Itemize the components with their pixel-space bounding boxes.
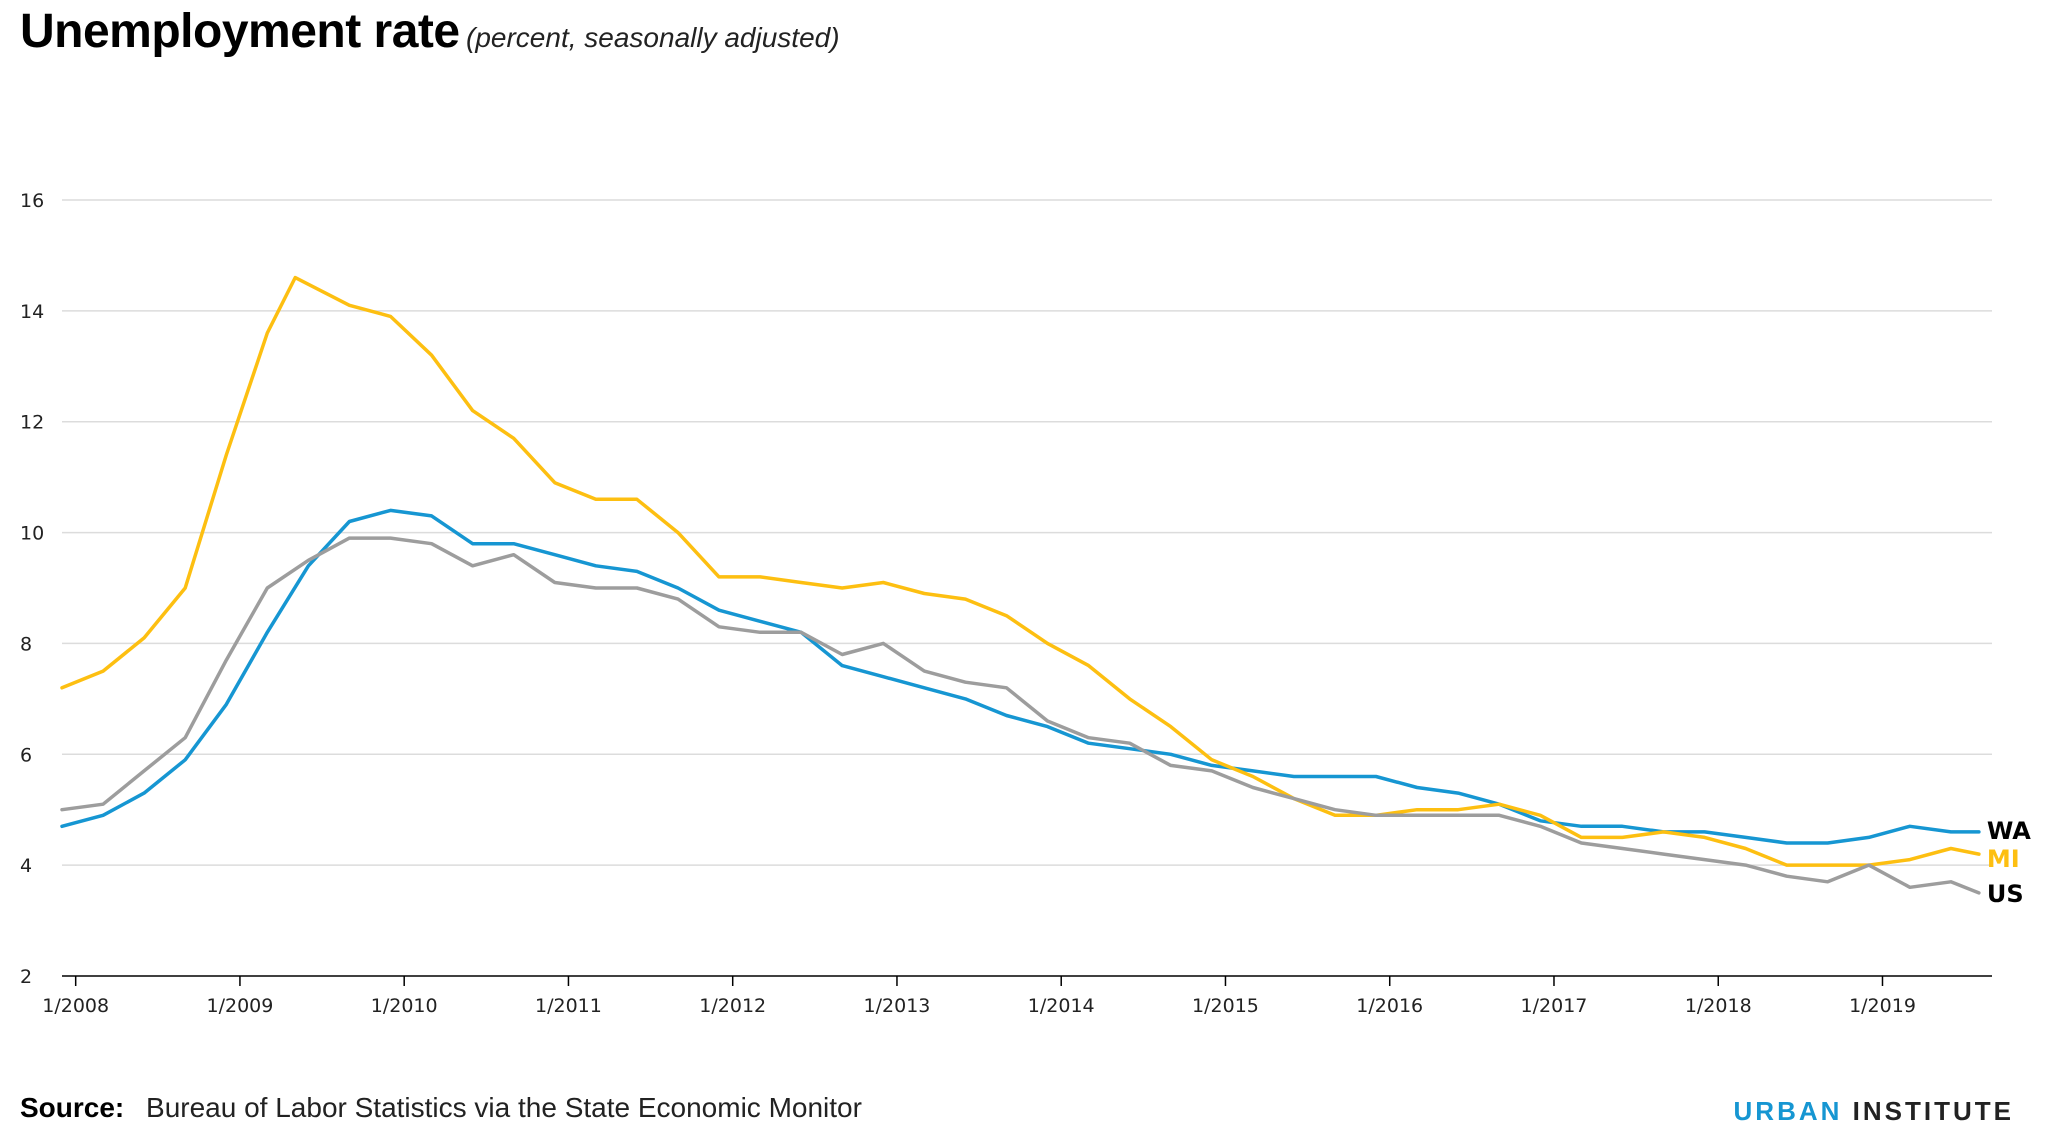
gridlines	[62, 199, 1992, 866]
x-tick-label: 1/2018	[1685, 995, 1752, 1017]
series-label-mi: MI	[1987, 845, 2020, 873]
line-chart: 2 4 6 8 10 12 14 16 1/2008 1/2009 1/2010 1/2011 1/20…	[20, 190, 2031, 1017]
series-line-wa	[60, 508, 1981, 845]
y-tick-label: 8	[20, 633, 32, 655]
y-tick-label: 14	[20, 301, 44, 323]
chart-title: Unemployment rate	[20, 5, 460, 58]
x-tick-label: 1/2019	[1849, 995, 1916, 1017]
x-tick-label: 1/2017	[1521, 995, 1588, 1017]
y-tick-label: 16	[20, 190, 44, 212]
x-tick-label: 1/2010	[371, 995, 438, 1017]
series-line-mi	[60, 275, 1981, 867]
x-tick-label: 1/2008	[42, 995, 109, 1017]
series-label-wa: WA	[1987, 817, 2031, 845]
x-tick-label: 1/2011	[535, 995, 602, 1017]
source-text: Bureau of Labor Statistics via the State…	[146, 1092, 862, 1123]
y-tick-label: 6	[20, 744, 32, 766]
x-tick-label: 1/2012	[699, 995, 766, 1017]
y-tick-label: 10	[20, 523, 44, 545]
source-label: Source:	[20, 1092, 125, 1123]
y-tick-label: 2	[20, 966, 32, 988]
series-label-us: US	[1987, 880, 2024, 908]
source-note: Source: Bureau of Labor Statistics via t…	[20, 1092, 862, 1124]
brand-institute: INSTITUTE	[1852, 1096, 2014, 1126]
brand-urban: URBAN	[1733, 1096, 1843, 1126]
x-tick-label: 1/2009	[207, 995, 274, 1017]
x-tick-label: 1/2016	[1356, 995, 1423, 1017]
series-line-us	[60, 536, 1981, 895]
x-tick-label: 1/2013	[864, 995, 931, 1017]
axes: 2 4 6 8 10 12 14 16 1/2008 1/2009 1/2010 1/2011 1/20…	[20, 190, 1992, 1017]
x-tick-label: 1/2014	[1028, 995, 1095, 1017]
y-tick-label: 12	[20, 412, 44, 434]
y-tick-label: 4	[20, 855, 32, 877]
brand-logo: URBAN INSTITUTE	[1734, 1096, 2014, 1127]
x-tick-label: 1/2015	[1192, 995, 1259, 1017]
chart-subtitle: (percent, seasonally adjusted)	[466, 22, 840, 53]
series-lines	[60, 275, 1981, 895]
